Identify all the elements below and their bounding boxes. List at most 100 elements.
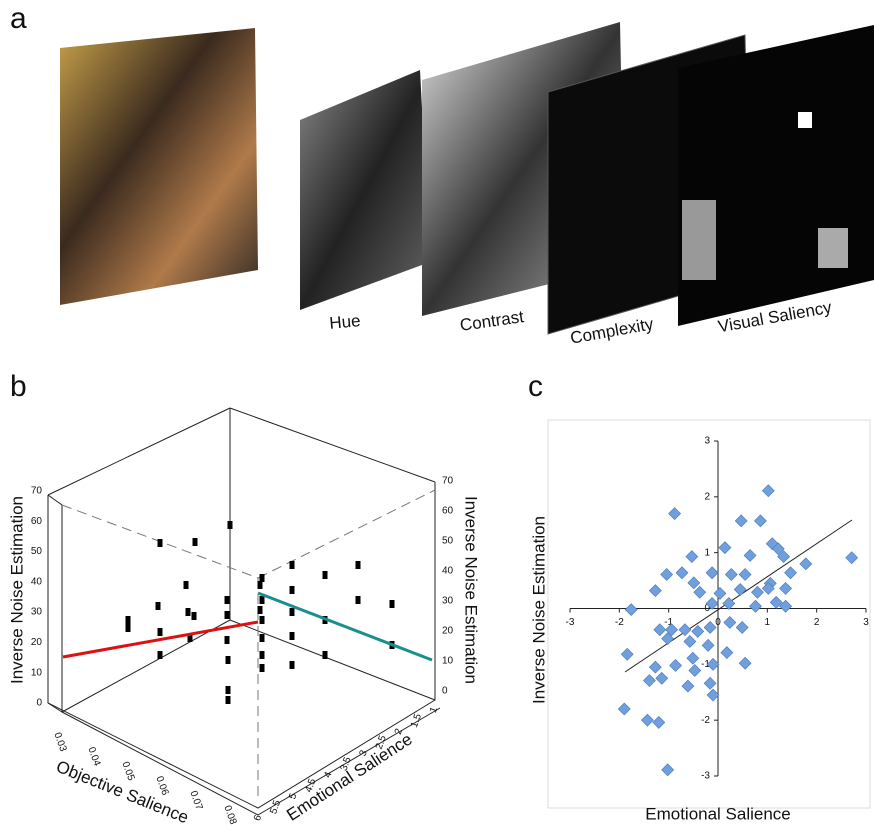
- point: [704, 677, 716, 689]
- point-3d: [126, 624, 131, 632]
- point: [694, 586, 706, 598]
- y-tick-label: 20: [31, 637, 43, 648]
- y-tick-label: 60: [442, 506, 454, 517]
- point: [751, 586, 763, 598]
- point-3d: [323, 571, 328, 579]
- layer-label: Contrast: [459, 307, 526, 335]
- x-tick-label: 0.03: [51, 731, 68, 753]
- saliency-map: [678, 25, 874, 326]
- point: [721, 647, 733, 659]
- point-3d: [226, 696, 231, 704]
- point: [625, 604, 637, 616]
- point-3d: [390, 600, 395, 608]
- point: [661, 568, 673, 580]
- point: [669, 508, 681, 520]
- y-tick-label: 20: [442, 626, 454, 637]
- point-3d: [258, 606, 263, 614]
- point: [719, 542, 731, 554]
- point-3d: [260, 634, 265, 642]
- x-tick-label: 0.06: [153, 775, 170, 797]
- point: [714, 587, 726, 599]
- x-tick-label: 0.05: [119, 760, 136, 782]
- y-tick-label: 50: [31, 546, 43, 557]
- point: [662, 764, 674, 776]
- y-tick-label: 3: [704, 436, 710, 447]
- point: [687, 652, 699, 664]
- y-tick-label: 40: [442, 566, 454, 577]
- axis-label: Inverse Noise Estimation: [7, 496, 26, 684]
- panel-label: c: [528, 370, 543, 403]
- point-3d: [356, 596, 361, 604]
- y-tick-label: 30: [31, 607, 43, 618]
- point-3d: [158, 539, 163, 547]
- point: [641, 714, 653, 726]
- z-tick-label: 5: [287, 792, 299, 801]
- x-tick-label: 0.08: [221, 804, 238, 826]
- point-3d: [225, 596, 230, 604]
- point-3d: [225, 611, 230, 619]
- saliency-spot: [798, 112, 812, 128]
- x-tick-label: 1: [765, 617, 771, 628]
- saliency-spot: [818, 228, 848, 268]
- point-3d: [225, 636, 230, 644]
- point: [725, 568, 737, 580]
- point: [688, 577, 700, 589]
- y-tick-label: 10: [442, 656, 454, 667]
- x-tick-label: 2: [814, 617, 820, 628]
- point: [653, 716, 665, 728]
- point: [780, 582, 792, 594]
- point: [706, 567, 718, 579]
- point-3d: [260, 651, 265, 659]
- z-tick-label: 1: [428, 705, 440, 714]
- point-3d: [156, 602, 161, 610]
- point-3d: [258, 581, 263, 589]
- point-3d: [193, 538, 198, 546]
- point-3d: [226, 686, 231, 694]
- point: [689, 664, 701, 676]
- point-3d: [260, 596, 265, 604]
- point: [739, 568, 751, 580]
- point-3d: [158, 651, 163, 659]
- point-3d: [290, 586, 295, 594]
- point-3d: [323, 651, 328, 659]
- x-tick-label: -3: [566, 617, 575, 628]
- axis-label: Inverse Noise Estimation: [529, 516, 548, 704]
- point: [707, 689, 719, 701]
- point: [692, 625, 704, 637]
- point: [754, 515, 766, 527]
- point-3d: [158, 628, 163, 636]
- y-tick-label: 70: [31, 486, 43, 497]
- fit-line: [258, 593, 432, 660]
- saliency-spot: [682, 200, 716, 280]
- x-tick-label: 0.04: [85, 746, 102, 768]
- y-tick-label: 40: [31, 576, 43, 587]
- point: [739, 657, 751, 669]
- layer-label: Hue: [329, 311, 362, 333]
- point: [800, 558, 812, 570]
- point: [676, 567, 688, 579]
- axis-label: Emotional Salience: [283, 730, 415, 825]
- y-tick-label: 50: [442, 536, 454, 547]
- x-tick-label: 0: [715, 617, 721, 628]
- point: [682, 680, 694, 692]
- y-tick-label: -3: [701, 771, 710, 782]
- point-3d: [290, 561, 295, 569]
- y-tick-label: 1: [704, 547, 710, 558]
- point-3d: [260, 664, 265, 672]
- point-3d: [228, 521, 233, 529]
- y-tick-label: 60: [31, 516, 43, 527]
- point: [734, 584, 746, 596]
- point: [649, 661, 661, 673]
- y-tick-label: 0: [442, 686, 448, 697]
- panel-label: a: [10, 2, 27, 35]
- panel-label: b: [10, 370, 27, 403]
- point: [785, 567, 797, 579]
- point: [686, 551, 698, 563]
- point-3d: [260, 574, 265, 582]
- y-tick-label: 30: [442, 596, 454, 607]
- point-3d: [126, 616, 131, 624]
- point-3d: [184, 581, 189, 589]
- point: [846, 552, 858, 564]
- y-tick-label: -2: [701, 715, 710, 726]
- figure: a Hue Contrast Complexity Visual Salienc…: [0, 0, 874, 826]
